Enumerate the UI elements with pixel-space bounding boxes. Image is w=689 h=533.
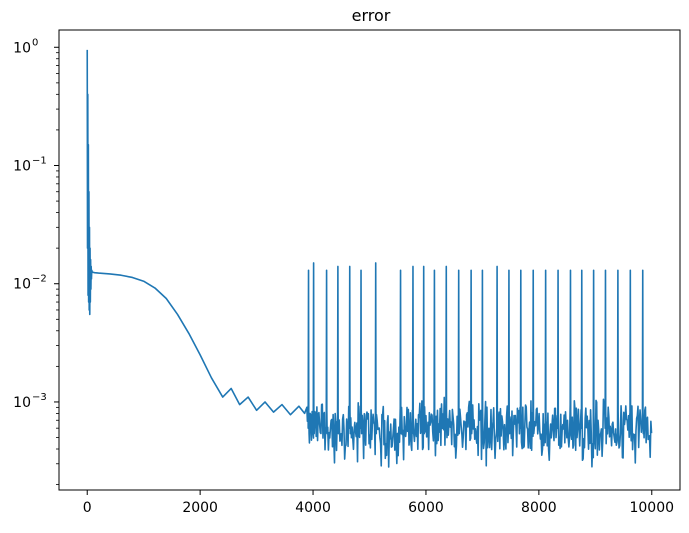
y-tick-label: 10 — [13, 159, 31, 175]
x-tick-label: 2000 — [182, 500, 218, 516]
x-tick-label: 10000 — [629, 500, 674, 516]
x-tick-label: 6000 — [408, 500, 444, 516]
x-tick-label: 8000 — [521, 500, 557, 516]
error-series-line — [87, 50, 651, 467]
plot-area — [87, 50, 651, 467]
y-tick-exponent: 0 — [32, 37, 38, 48]
y-tick-label: 10 — [13, 277, 31, 293]
y-tick-label: 10 — [13, 395, 31, 411]
y-tick-label: 10 — [13, 40, 31, 56]
y-tick-exponent: −2 — [32, 274, 47, 285]
y-tick-exponent: −3 — [32, 392, 47, 403]
y-tick-exponent: −1 — [32, 156, 47, 167]
x-tick-label: 0 — [83, 500, 92, 516]
chart-title: error — [352, 6, 391, 25]
x-tick-label: 4000 — [295, 500, 331, 516]
